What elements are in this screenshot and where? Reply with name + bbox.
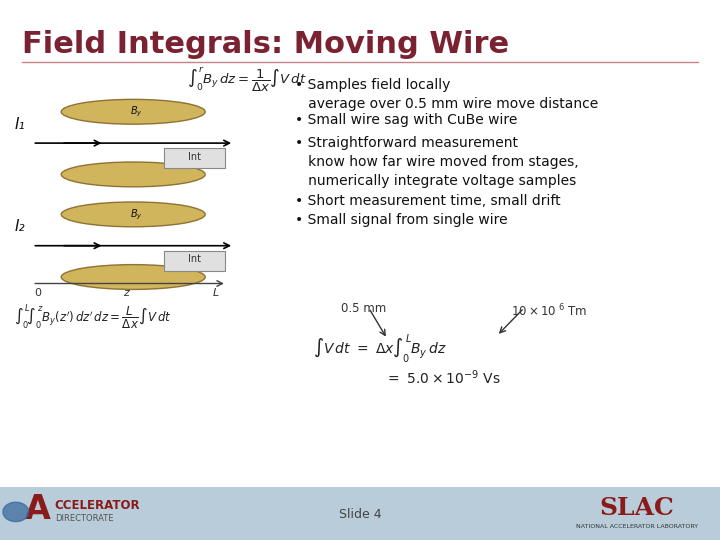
Text: Int: Int — [188, 254, 201, 264]
Text: $B_y$: $B_y$ — [130, 105, 143, 119]
Text: • Small wire sag with CuBe wire: • Small wire sag with CuBe wire — [295, 113, 518, 127]
Text: Field Integrals: Moving Wire: Field Integrals: Moving Wire — [22, 30, 509, 59]
Ellipse shape — [61, 265, 205, 289]
Text: • Straightforward measurement
   know how far wire moved from stages,
   numeric: • Straightforward measurement know how f… — [295, 136, 579, 188]
Bar — [164, 251, 225, 271]
Text: z: z — [123, 288, 129, 299]
Text: CCELERATOR: CCELERATOR — [55, 499, 140, 512]
Text: • Short measurement time, small drift: • Short measurement time, small drift — [295, 194, 561, 208]
Text: 0.5 mm: 0.5 mm — [341, 302, 386, 315]
Text: I₂: I₂ — [14, 219, 25, 234]
Text: A: A — [24, 493, 50, 526]
Text: Int: Int — [188, 152, 201, 161]
Text: $10 \times 10^{\ 6}$ Tm: $10 \times 10^{\ 6}$ Tm — [511, 302, 588, 319]
Circle shape — [3, 502, 29, 522]
Text: • Samples field locally
   average over 0.5 mm wire move distance: • Samples field locally average over 0.5… — [295, 78, 598, 111]
Text: $\int_0^r B_y\, dz = \dfrac{1}{\Delta x}\int V\, dt$: $\int_0^r B_y\, dz = \dfrac{1}{\Delta x}… — [187, 66, 307, 94]
Bar — [0, 487, 720, 540]
Text: $B_y$: $B_y$ — [130, 207, 143, 221]
Ellipse shape — [61, 202, 205, 227]
Text: • Small signal from single wire: • Small signal from single wire — [295, 213, 508, 227]
Ellipse shape — [61, 162, 205, 187]
Text: I₁: I₁ — [14, 117, 25, 132]
Text: 0: 0 — [34, 288, 41, 299]
Ellipse shape — [61, 99, 205, 124]
Text: DIRECTORATE: DIRECTORATE — [55, 514, 113, 523]
Text: $=\ 5.0 \times 10^{-9}\ \mathrm{Vs}$: $=\ 5.0 \times 10^{-9}\ \mathrm{Vs}$ — [385, 368, 501, 387]
Text: SLAC: SLAC — [600, 496, 675, 519]
Text: $\int V\, dt\ =\ \Delta x\int_0^L B_y\, dz$: $\int V\, dt\ =\ \Delta x\int_0^L B_y\, … — [313, 332, 447, 365]
Bar — [164, 148, 225, 168]
Text: $\int_0^L\!\int_0^z B_y(z^{\prime})\, dz^{\prime}\, dz = \dfrac{L}{\Delta x}\int: $\int_0^L\!\int_0^z B_y(z^{\prime})\, dz… — [14, 302, 172, 332]
Text: Slide 4: Slide 4 — [338, 508, 382, 521]
Text: NATIONAL ACCELERATOR LABORATORY: NATIONAL ACCELERATOR LABORATORY — [576, 524, 698, 529]
Text: L: L — [213, 288, 219, 299]
